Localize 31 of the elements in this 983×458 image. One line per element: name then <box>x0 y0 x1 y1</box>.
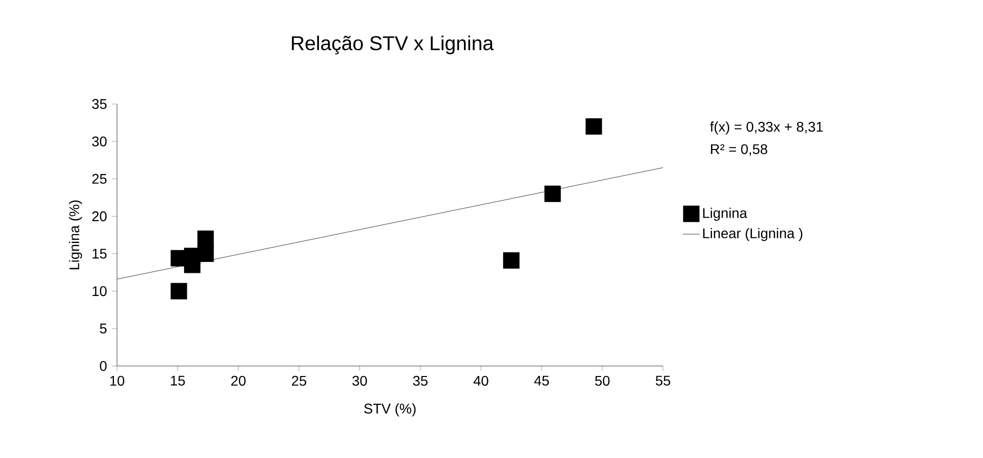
y-tick-label: 10 <box>92 286 107 296</box>
x-axis-title: STV (%) <box>364 403 416 416</box>
y-tick-label: 5 <box>100 324 107 334</box>
y-axis-title: Lignina (%) <box>68 200 82 270</box>
point <box>170 282 188 300</box>
x-tick-label: 45 <box>534 376 549 386</box>
y-tick-label: 25 <box>92 174 107 184</box>
x-tick-label: 30 <box>352 376 367 386</box>
x-tick-label: 50 <box>595 376 610 386</box>
x-tick-label: 35 <box>413 376 428 386</box>
x-tick-label: 55 <box>656 376 670 386</box>
legend-label: Linear (Lignina ) <box>703 228 802 242</box>
x-tick-label: 25 <box>292 376 306 386</box>
point <box>586 118 602 135</box>
legend-label: Lignina <box>703 208 748 221</box>
y-tick-label: 0 <box>100 361 107 371</box>
text: f(x) = 0,33x + 8,31 <box>710 121 823 135</box>
point <box>544 186 561 202</box>
x-tick-label: 10 <box>110 376 124 386</box>
point <box>503 252 520 269</box>
chart-title: Relação STV x Lignina <box>292 36 494 54</box>
x-tick-label: 40 <box>474 376 488 386</box>
text: R² = 0,58 <box>711 144 768 156</box>
y-tick-label: 20 <box>92 211 107 222</box>
y-tick-label: 30 <box>92 136 107 146</box>
x-tick-label: 15 <box>170 376 185 386</box>
y-tick-label: 15 <box>92 248 107 259</box>
point <box>197 246 214 262</box>
x-tick-label: 20 <box>231 376 246 386</box>
point <box>197 230 214 247</box>
y-tick-label: 35 <box>92 99 107 109</box>
